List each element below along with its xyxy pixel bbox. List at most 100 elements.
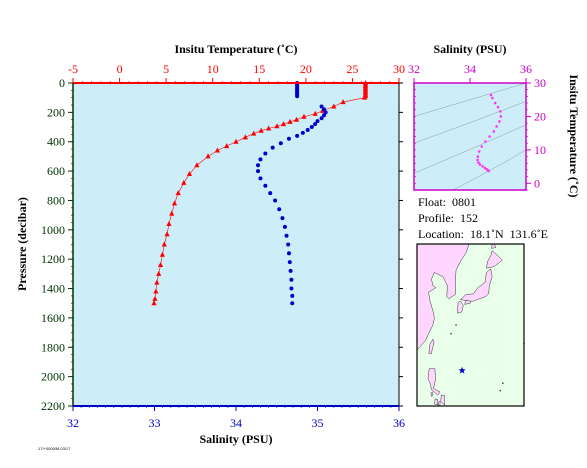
left-axis-tick-label: 1200	[41, 252, 65, 266]
temperature-point	[274, 123, 280, 129]
salinity-point	[256, 163, 261, 168]
salinity-point	[278, 141, 283, 146]
temperature-point	[156, 270, 162, 276]
left-axis-tick-label: 1800	[41, 340, 65, 354]
temperature-point	[331, 103, 337, 109]
temperature-point	[340, 99, 346, 105]
ts-point	[477, 161, 480, 164]
salinity-point	[323, 110, 328, 115]
temperature-point	[181, 179, 187, 185]
temperature-point	[280, 121, 287, 127]
salinity-point	[319, 116, 324, 121]
top-axis-tick-label: 25	[346, 62, 358, 76]
temperature-point	[153, 288, 159, 294]
bottom-axis-tick-label: 34	[230, 416, 242, 430]
ts-point	[498, 120, 501, 123]
salinity-point	[315, 119, 320, 124]
salinity-point	[286, 242, 291, 247]
top-axis-tick-label: -5	[68, 62, 78, 76]
map-land-hokkaido	[486, 250, 503, 269]
map-land-honshu	[459, 268, 493, 302]
salinity-point	[290, 293, 295, 298]
temperature-point	[251, 130, 257, 136]
ts-right-axis-title: Insitu Temperature (˚C)	[567, 74, 581, 197]
salinity-point	[305, 127, 310, 132]
top-axis-tick-label: 20	[300, 62, 312, 76]
salinity-point	[286, 251, 291, 256]
ts-right-tick-label: 30	[534, 76, 546, 90]
density-contour	[413, 101, 527, 144]
salinity-point	[284, 233, 289, 238]
ts-point	[491, 96, 494, 100]
ts-top-tick-label: 34	[464, 62, 476, 76]
map-land-mindoro	[430, 391, 434, 397]
bottom-axis-tick-label: 35	[312, 416, 324, 430]
ts-point	[476, 155, 480, 158]
temperature-point	[157, 262, 164, 268]
temperature-point	[214, 147, 220, 153]
ts-right-tick-label: 0	[534, 176, 540, 190]
map-small-island	[455, 324, 457, 326]
temperature-point	[301, 113, 307, 119]
plot-area	[72, 82, 400, 407]
left-axis-tick-label: 1400	[41, 282, 65, 296]
temperature-point	[312, 110, 318, 116]
salinity-point	[289, 286, 294, 291]
left-axis-tick-label: 600	[47, 164, 65, 178]
x-axis-title: Salinity (PSU)	[199, 432, 272, 446]
salinity-point	[322, 107, 327, 112]
map-small-island	[502, 382, 504, 385]
top-axis-tick-label: 30	[393, 62, 405, 76]
ts-axes: 32 34 36 0 10 20 30	[408, 62, 546, 191]
salinity-point	[295, 133, 300, 138]
temperature-point	[205, 153, 211, 159]
ts-point	[481, 164, 484, 168]
temperature-point	[233, 138, 239, 144]
ts-top-tick-label: 36	[520, 62, 532, 76]
salinity-point	[280, 216, 285, 221]
ts-point	[480, 145, 484, 148]
left-axis-tick-label: 0	[59, 76, 65, 90]
salinity-point	[268, 191, 273, 196]
top-axis-tick-label: 5	[163, 62, 169, 76]
salinity-point	[263, 151, 268, 156]
map-land-luzon	[427, 368, 441, 396]
ts-point	[483, 166, 487, 170]
temperature-point	[266, 125, 272, 131]
salinity-point	[313, 122, 318, 127]
map-small-island	[450, 332, 452, 335]
location-map	[416, 243, 525, 407]
temperature-point	[151, 300, 157, 306]
top-axis-tick-label: 0	[117, 62, 123, 76]
map-land-taiwan	[428, 338, 435, 355]
map-land-samar	[440, 394, 446, 406]
temperature-point	[287, 118, 293, 124]
temperature-point	[293, 116, 300, 122]
bottom-axis-tick-label: 32	[67, 416, 79, 430]
salinity-point	[258, 157, 263, 162]
temperature-point	[169, 210, 175, 216]
temperature-point	[224, 143, 230, 149]
temperature-point	[361, 94, 368, 100]
top-axis-title: Insitu Temperature (˚C)	[174, 42, 297, 56]
bottom-axis-tick-label: 33	[149, 416, 161, 430]
float-location-star-icon	[458, 366, 466, 374]
top-axis-tick-label: 15	[253, 62, 265, 76]
ts-point	[487, 169, 491, 173]
footer-stamp: 17/+0000/M.03/17	[38, 446, 71, 451]
ts-point	[495, 125, 498, 128]
float-id-text: Float: 0801	[418, 195, 477, 209]
salinity-point	[273, 198, 278, 203]
temperature-point	[175, 190, 181, 196]
map-small-island	[499, 389, 502, 392]
salinity-point	[277, 207, 282, 212]
ts-diagram: 32 34 36 0 10 20 30 Salinity (PSU) Insitu Temp…	[408, 42, 581, 198]
salinity-point	[286, 136, 291, 141]
left-axis-tick-label: 200	[47, 105, 65, 119]
temperature-point	[164, 231, 170, 237]
map-frame	[416, 243, 525, 407]
left-axis-tick-label: 1600	[41, 311, 65, 325]
ts-point	[484, 140, 487, 143]
temperature-point	[194, 162, 200, 168]
